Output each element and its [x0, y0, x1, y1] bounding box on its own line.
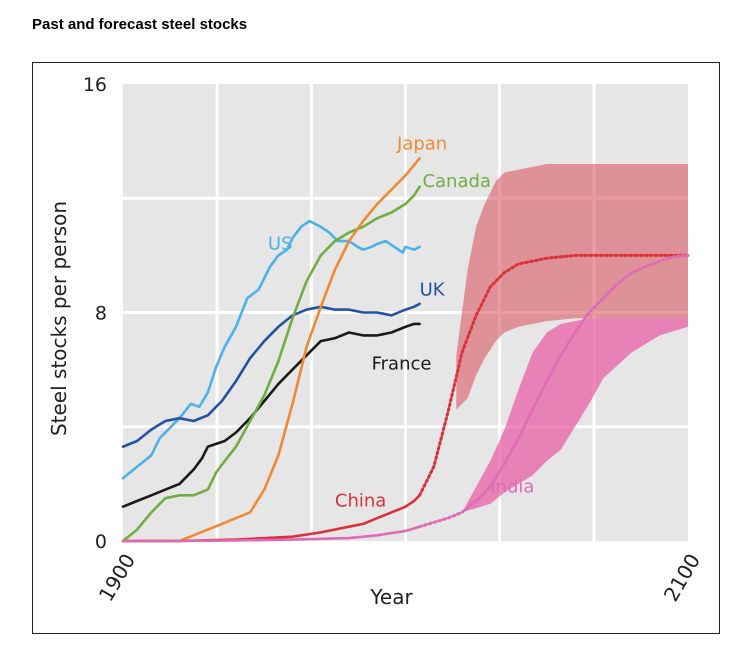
series-line-india [121, 525, 421, 543]
x-tick-label: 1900 [94, 549, 140, 605]
figure-frame [32, 62, 720, 634]
series-label-china: China [335, 491, 386, 512]
x-tick-label: 2100 [659, 549, 705, 605]
series-label-france: France [372, 354, 432, 375]
series-line-us [121, 219, 421, 480]
x-axis-label: Year [369, 585, 413, 609]
series-label-japan: Japan [396, 134, 447, 155]
series-label-canada: Canada [422, 171, 491, 192]
india-forecast-band [462, 318, 688, 513]
page-title: Past and forecast steel stocks [32, 16, 248, 33]
china-forecast-band [456, 164, 688, 410]
series-line-france [121, 322, 421, 508]
y-tick-label: 8 [95, 303, 107, 325]
series-line-uk [121, 302, 421, 448]
series-label-india: India [490, 476, 534, 497]
series-line-japan [121, 157, 421, 543]
series-line-india-forecast [418, 253, 690, 529]
y-axis-label: Steel stocks per person [47, 201, 71, 436]
y-tick-label: 16 [83, 74, 107, 96]
series-label-us: US [268, 234, 293, 255]
y-tick-label: 0 [95, 531, 107, 553]
series-line-china-forecast [418, 253, 690, 497]
series-line-canada [121, 185, 421, 543]
series-label-uk: UK [420, 279, 446, 300]
